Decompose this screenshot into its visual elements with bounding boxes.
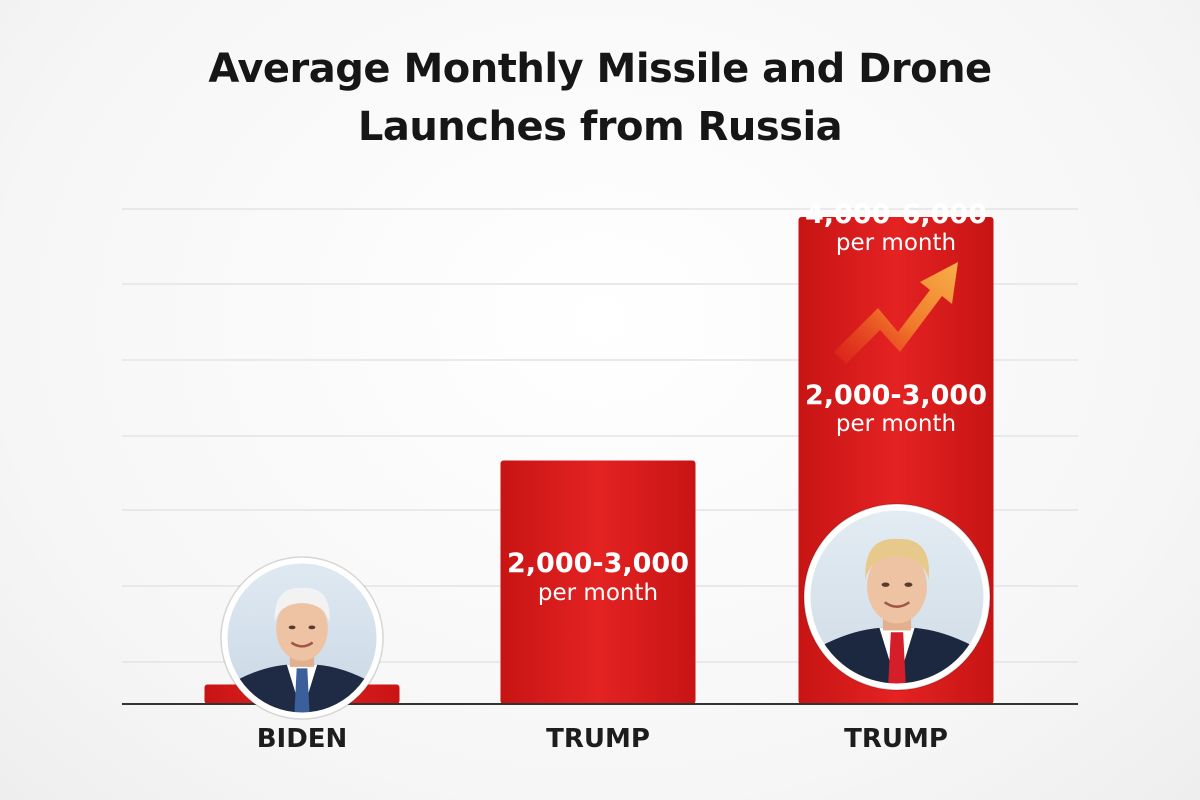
bar-1 [500,460,696,704]
bar-annotation-value-1: 4,000-6,000 [805,199,987,230]
category-labels: BIDEN TRUMP TRUMP [257,724,948,754]
rising-trend-arrow-icon [834,262,958,364]
chart-title-line-2: Launches from Russia [357,104,843,150]
bar-annotation-value-2: 2,000-3,000 [805,380,987,411]
bar-annotation-unit-0: per month [538,580,658,606]
bar-annotation-unit-2: per month [836,411,956,437]
bar-annotation-value-0: 2,000-3,000 [507,548,689,579]
category-label-1: TRUMP [546,724,650,754]
bar-annotation-unit-1: per month [836,230,956,256]
category-label-0: BIDEN [257,724,348,754]
chart-title-line-1: Average Monthly Missile and Drone [208,46,992,92]
trump-portrait-icon [803,503,991,691]
biden-portrait-icon [220,556,384,720]
category-label-2: TRUMP [844,724,948,754]
chart-title: Average Monthly Missile and Drone Launch… [0,40,1200,156]
